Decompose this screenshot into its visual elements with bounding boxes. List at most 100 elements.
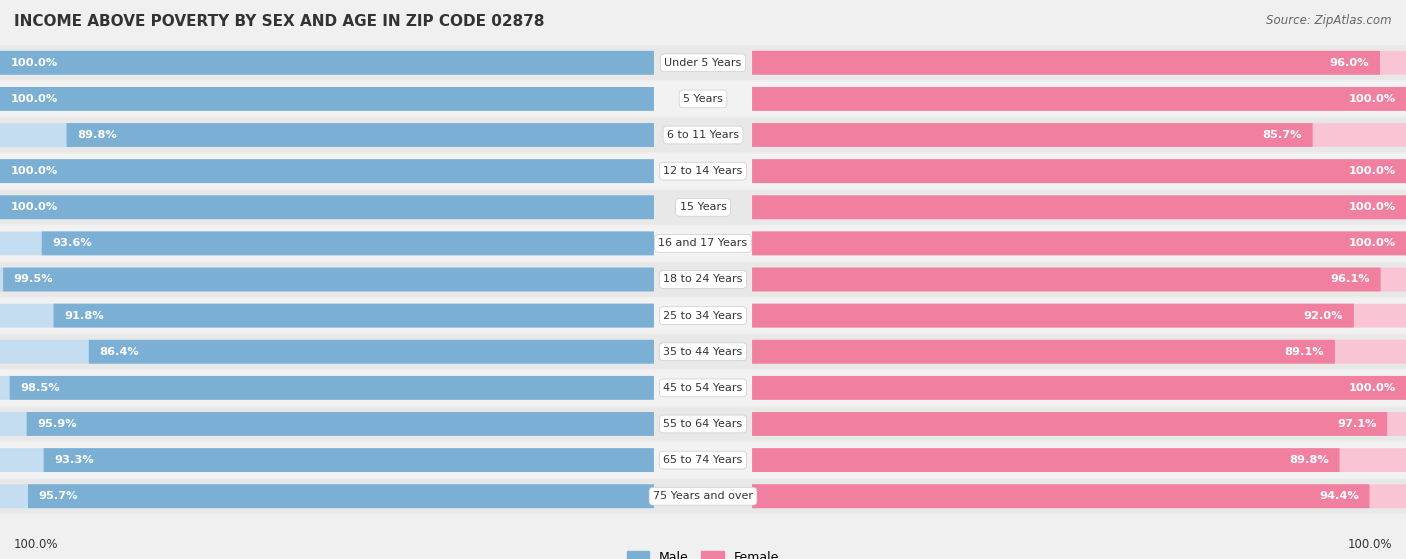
FancyBboxPatch shape bbox=[0, 376, 654, 400]
Legend: Male, Female: Male, Female bbox=[621, 546, 785, 559]
FancyBboxPatch shape bbox=[0, 82, 1406, 116]
Text: 25 to 34 Years: 25 to 34 Years bbox=[664, 311, 742, 321]
Text: 35 to 44 Years: 35 to 44 Years bbox=[664, 347, 742, 357]
FancyBboxPatch shape bbox=[0, 448, 654, 472]
Text: 89.8%: 89.8% bbox=[1289, 455, 1329, 465]
FancyBboxPatch shape bbox=[752, 195, 1406, 219]
Text: 85.7%: 85.7% bbox=[1263, 130, 1302, 140]
Text: 96.1%: 96.1% bbox=[1330, 274, 1369, 285]
FancyBboxPatch shape bbox=[752, 484, 1406, 508]
FancyBboxPatch shape bbox=[42, 231, 654, 255]
FancyBboxPatch shape bbox=[752, 123, 1313, 147]
FancyBboxPatch shape bbox=[752, 51, 1381, 75]
Text: 95.7%: 95.7% bbox=[38, 491, 79, 501]
Text: 89.8%: 89.8% bbox=[77, 130, 117, 140]
FancyBboxPatch shape bbox=[752, 123, 1406, 147]
Text: 92.0%: 92.0% bbox=[1303, 311, 1343, 321]
FancyBboxPatch shape bbox=[0, 159, 654, 183]
Text: 95.9%: 95.9% bbox=[38, 419, 77, 429]
FancyBboxPatch shape bbox=[752, 304, 1354, 328]
FancyBboxPatch shape bbox=[752, 87, 1406, 111]
FancyBboxPatch shape bbox=[0, 371, 1406, 405]
FancyBboxPatch shape bbox=[0, 51, 654, 75]
Text: 100.0%: 100.0% bbox=[10, 94, 58, 104]
Text: 45 to 54 Years: 45 to 54 Years bbox=[664, 383, 742, 393]
FancyBboxPatch shape bbox=[752, 51, 1406, 75]
Text: 75 Years and over: 75 Years and over bbox=[652, 491, 754, 501]
FancyBboxPatch shape bbox=[0, 190, 1406, 225]
FancyBboxPatch shape bbox=[752, 231, 1406, 255]
FancyBboxPatch shape bbox=[89, 340, 654, 364]
FancyBboxPatch shape bbox=[752, 159, 1406, 183]
FancyBboxPatch shape bbox=[0, 479, 1406, 514]
FancyBboxPatch shape bbox=[752, 376, 1406, 400]
Text: 89.1%: 89.1% bbox=[1285, 347, 1324, 357]
Text: 94.4%: 94.4% bbox=[1319, 491, 1358, 501]
FancyBboxPatch shape bbox=[752, 448, 1340, 472]
FancyBboxPatch shape bbox=[752, 376, 1406, 400]
Text: 91.8%: 91.8% bbox=[65, 311, 104, 321]
FancyBboxPatch shape bbox=[0, 118, 1406, 153]
Text: 65 to 74 Years: 65 to 74 Years bbox=[664, 455, 742, 465]
FancyBboxPatch shape bbox=[27, 412, 654, 436]
Text: 93.3%: 93.3% bbox=[55, 455, 94, 465]
FancyBboxPatch shape bbox=[0, 195, 654, 219]
Text: 12 to 14 Years: 12 to 14 Years bbox=[664, 166, 742, 176]
Text: 97.1%: 97.1% bbox=[1337, 419, 1376, 429]
FancyBboxPatch shape bbox=[0, 159, 654, 183]
Text: Under 5 Years: Under 5 Years bbox=[665, 58, 741, 68]
FancyBboxPatch shape bbox=[0, 340, 654, 364]
Text: 100.0%: 100.0% bbox=[14, 538, 59, 551]
FancyBboxPatch shape bbox=[752, 412, 1388, 436]
FancyBboxPatch shape bbox=[0, 484, 654, 508]
Text: 55 to 64 Years: 55 to 64 Years bbox=[664, 419, 742, 429]
FancyBboxPatch shape bbox=[0, 123, 654, 147]
Text: 18 to 24 Years: 18 to 24 Years bbox=[664, 274, 742, 285]
FancyBboxPatch shape bbox=[752, 340, 1334, 364]
FancyBboxPatch shape bbox=[0, 334, 1406, 369]
Text: 100.0%: 100.0% bbox=[1348, 94, 1395, 104]
FancyBboxPatch shape bbox=[0, 304, 654, 328]
FancyBboxPatch shape bbox=[66, 123, 654, 147]
FancyBboxPatch shape bbox=[0, 443, 1406, 477]
FancyBboxPatch shape bbox=[752, 340, 1406, 364]
FancyBboxPatch shape bbox=[0, 406, 1406, 441]
FancyBboxPatch shape bbox=[752, 195, 1406, 219]
Text: 93.6%: 93.6% bbox=[52, 238, 93, 248]
FancyBboxPatch shape bbox=[0, 299, 1406, 333]
Text: 5 Years: 5 Years bbox=[683, 94, 723, 104]
FancyBboxPatch shape bbox=[44, 448, 654, 472]
FancyBboxPatch shape bbox=[0, 87, 654, 111]
FancyBboxPatch shape bbox=[752, 268, 1406, 291]
Text: 100.0%: 100.0% bbox=[10, 58, 58, 68]
FancyBboxPatch shape bbox=[752, 159, 1406, 183]
FancyBboxPatch shape bbox=[3, 268, 654, 291]
Text: 100.0%: 100.0% bbox=[1348, 202, 1395, 212]
Text: 16 and 17 Years: 16 and 17 Years bbox=[658, 238, 748, 248]
Text: 100.0%: 100.0% bbox=[1347, 538, 1392, 551]
FancyBboxPatch shape bbox=[752, 484, 1369, 508]
FancyBboxPatch shape bbox=[0, 226, 1406, 260]
Text: 100.0%: 100.0% bbox=[10, 202, 58, 212]
Text: 99.5%: 99.5% bbox=[14, 274, 53, 285]
FancyBboxPatch shape bbox=[0, 87, 654, 111]
FancyBboxPatch shape bbox=[752, 304, 1406, 328]
FancyBboxPatch shape bbox=[0, 268, 654, 291]
Text: Source: ZipAtlas.com: Source: ZipAtlas.com bbox=[1267, 14, 1392, 27]
Text: 100.0%: 100.0% bbox=[10, 166, 58, 176]
Text: 100.0%: 100.0% bbox=[1348, 238, 1395, 248]
FancyBboxPatch shape bbox=[752, 448, 1406, 472]
FancyBboxPatch shape bbox=[10, 376, 654, 400]
FancyBboxPatch shape bbox=[0, 195, 654, 219]
Text: 15 Years: 15 Years bbox=[679, 202, 727, 212]
Text: 6 to 11 Years: 6 to 11 Years bbox=[666, 130, 740, 140]
Text: 100.0%: 100.0% bbox=[1348, 383, 1395, 393]
Text: 96.0%: 96.0% bbox=[1330, 58, 1369, 68]
FancyBboxPatch shape bbox=[752, 268, 1381, 291]
FancyBboxPatch shape bbox=[752, 412, 1406, 436]
FancyBboxPatch shape bbox=[0, 45, 1406, 80]
Text: 100.0%: 100.0% bbox=[1348, 166, 1395, 176]
FancyBboxPatch shape bbox=[752, 87, 1406, 111]
FancyBboxPatch shape bbox=[752, 231, 1406, 255]
FancyBboxPatch shape bbox=[0, 51, 654, 75]
